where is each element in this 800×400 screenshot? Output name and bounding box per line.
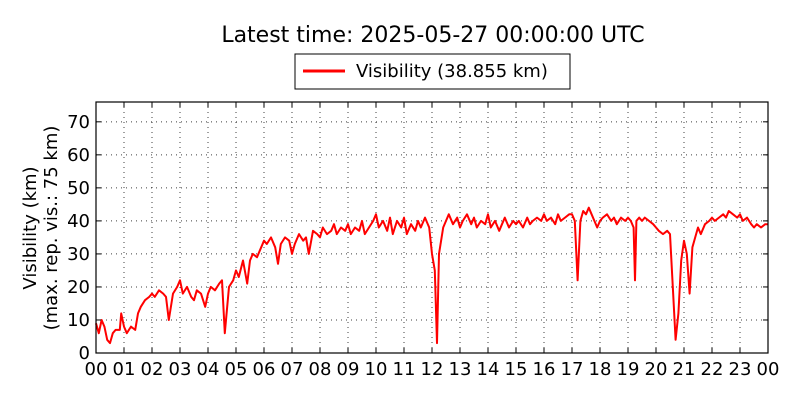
x-tick-label: 07 [281,359,304,380]
x-tick-label: 22 [701,359,724,380]
x-tick-label: 10 [365,359,388,380]
x-tick-label: 00 [85,359,108,380]
legend: Visibility (38.855 km) [294,53,571,90]
x-tick-label: 01 [113,359,136,380]
y-axis-label-line1: Visibility (km) [20,166,41,289]
x-tick-label: 20 [645,359,668,380]
y-tick-label: 0 [79,343,90,364]
x-tick-label: 03 [169,359,192,380]
grid [96,102,768,353]
x-tick-label: 17 [561,359,584,380]
x-tick-label: 19 [617,359,640,380]
x-tick-label: 12 [421,359,444,380]
y-tick-label: 20 [67,277,90,298]
x-tick-label: 05 [225,359,248,380]
x-tick-label: 04 [197,359,220,380]
series-line-visibility [95,206,768,345]
y-tick-label: 30 [67,244,90,265]
x-tick-label: 11 [393,359,416,380]
y-tick-label: 40 [67,211,90,232]
x-tick-label: 16 [533,359,556,380]
x-tick-label: 15 [505,359,528,380]
x-tick-label: 13 [449,359,472,380]
y-tick-label: 70 [67,112,90,133]
x-tick-label: 08 [309,359,332,380]
plot-area [95,206,768,345]
x-tick-label: 06 [253,359,276,380]
x-tick-label: 09 [337,359,360,380]
plot-frame [95,101,769,354]
x-tick-label: 18 [589,359,612,380]
chart-title: Latest time: 2025-05-27 00:00:00 UTC [221,23,644,48]
x-tick-label: 00 [757,359,780,380]
x-tick-label: 02 [141,359,164,380]
x-tick-label: 23 [729,359,752,380]
y-axis-label-line2: (max. rep. vis.: 75 km) [41,126,62,331]
y-tick-label: 10 [67,310,90,331]
y-tick-label: 60 [67,145,90,166]
y-tick-label: 50 [67,178,90,199]
legend-label: Visibility (38.855 km) [356,61,548,82]
x-tick-label: 14 [477,359,500,380]
x-tick-label: 21 [673,359,696,380]
y-axis-label: Visibility (km) (max. rep. vis.: 75 km) [20,126,62,331]
axes-ticks: 00 01 02 03 04 05 06 07 08 09 10 11 12 13 14 15 16 17 18 19… [67,102,779,380]
